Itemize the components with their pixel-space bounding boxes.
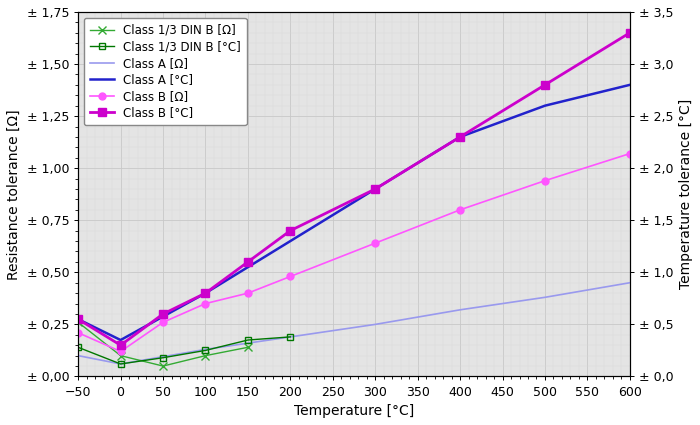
Class A [°C]: [286, 238, 295, 244]
Line: Class A [Ω]: Class A [Ω]: [78, 283, 630, 364]
Class 1/3 DIN B [°C]: [202, 348, 210, 353]
Line: Class B [°C]: Class B [°C]: [74, 28, 634, 349]
Class B [Ω]: [371, 241, 379, 246]
Class 1/3 DIN B [Ω]: [159, 363, 167, 368]
Line: Class A [°C]: Class A [°C]: [78, 85, 630, 340]
Class B [°C]: [626, 30, 634, 35]
Class A [Ω]: [371, 322, 379, 327]
Class B [Ω]: [202, 301, 210, 306]
Legend: Class 1/3 DIN B [Ω], Class 1/3 DIN B [°C], Class A [Ω], Class A [°C], Class B [Ω: Class 1/3 DIN B [Ω], Class 1/3 DIN B [°C…: [84, 18, 246, 125]
Class B [°C]: [74, 317, 83, 322]
Class B [Ω]: [541, 178, 550, 183]
Class A [°C]: [371, 187, 379, 192]
Class B [°C]: [541, 82, 550, 88]
Class 1/3 DIN B [Ω]: [116, 353, 125, 358]
Class 1/3 DIN B [°C]: [244, 337, 252, 343]
Class B [Ω]: [286, 274, 295, 279]
Class 1/3 DIN B [Ω]: [202, 353, 210, 358]
Class B [°C]: [159, 312, 167, 317]
Class A [°C]: [626, 82, 634, 88]
Class A [Ω]: [116, 361, 125, 366]
Class A [Ω]: [286, 334, 295, 340]
Class 1/3 DIN B [°C]: [116, 361, 125, 366]
Class B [°C]: [244, 259, 252, 264]
Y-axis label: Temperature tolerance [°C]: Temperature tolerance [°C]: [679, 99, 693, 289]
Class B [°C]: [456, 134, 464, 139]
Class B [Ω]: [244, 291, 252, 296]
Class A [Ω]: [456, 307, 464, 312]
Class A [Ω]: [541, 295, 550, 300]
Class A [Ω]: [626, 280, 634, 285]
Class 1/3 DIN B [°C]: [286, 334, 295, 340]
Line: Class B [Ω]: Class B [Ω]: [75, 150, 634, 355]
Class A [Ω]: [74, 353, 83, 358]
Line: Class 1/3 DIN B [°C]: Class 1/3 DIN B [°C]: [76, 334, 293, 367]
Class 1/3 DIN B [°C]: [159, 355, 167, 360]
Class B [°C]: [116, 343, 125, 348]
Class 1/3 DIN B [Ω]: [74, 320, 83, 325]
Class A [°C]: [456, 134, 464, 139]
Class A [°C]: [541, 103, 550, 108]
Class B [Ω]: [626, 151, 634, 156]
Class A [°C]: [202, 291, 210, 296]
Class B [Ω]: [159, 320, 167, 325]
Class B [Ω]: [456, 207, 464, 212]
Class A [°C]: [116, 337, 125, 343]
X-axis label: Temperature [°C]: Temperature [°C]: [294, 404, 414, 418]
Class B [Ω]: [116, 349, 125, 354]
Class B [°C]: [371, 187, 379, 192]
Class A [Ω]: [202, 347, 210, 352]
Class A [°C]: [74, 317, 83, 322]
Class B [Ω]: [74, 330, 83, 335]
Class 1/3 DIN B [°C]: [74, 345, 83, 350]
Line: Class 1/3 DIN B [Ω]: Class 1/3 DIN B [Ω]: [74, 318, 252, 370]
Class B [°C]: [286, 228, 295, 233]
Class 1/3 DIN B [Ω]: [244, 345, 252, 350]
Class B [°C]: [202, 291, 210, 296]
Y-axis label: Resistance tolerance [Ω]: Resistance tolerance [Ω]: [7, 109, 21, 280]
